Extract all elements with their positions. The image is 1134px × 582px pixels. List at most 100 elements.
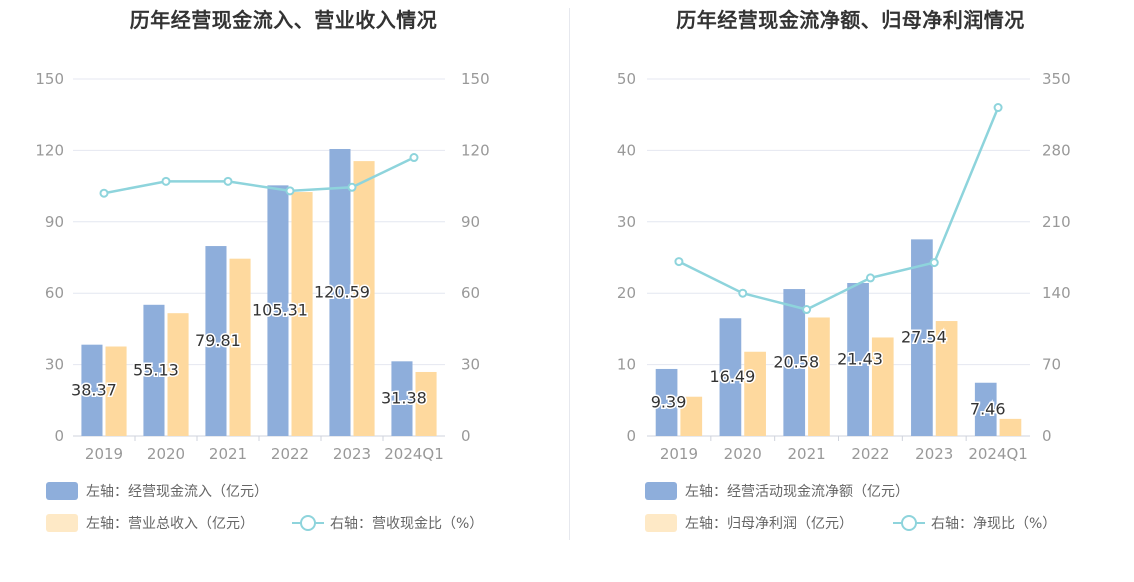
x-axis-tick-label: 2024Q1 <box>968 445 1028 463</box>
legend-label: 左轴：经营活动现金流净额（亿元） <box>685 484 909 500</box>
bar-cash-inflow <box>143 304 165 436</box>
bar-net-cashflow <box>847 282 869 436</box>
x-axis-tick-label: 2021 <box>787 445 825 463</box>
left-axis-tick-label: 90 <box>45 213 64 231</box>
right-axis-tick-label: 90 <box>461 213 480 231</box>
x-axis-tick-label: 2019 <box>660 445 698 463</box>
bar-data-label: 27.54 <box>901 328 947 347</box>
bar-data-label: 105.31 <box>252 301 308 320</box>
bar-data-label: 120.59 <box>314 282 370 301</box>
ratio-point <box>738 288 748 298</box>
right-axis-tick-label: 0 <box>461 427 471 445</box>
legend-swatch <box>645 482 677 500</box>
bar-data-label: 9.39 <box>651 392 687 411</box>
bar-data-label: 20.58 <box>773 353 819 372</box>
bar-data-label: 31.38 <box>381 389 427 408</box>
bar-net-profit <box>744 351 766 436</box>
bar-revenue <box>415 371 437 436</box>
legend-label: 左轴：归母净利润（亿元） <box>685 516 853 532</box>
bar-data-label: 16.49 <box>709 367 755 386</box>
right-axis-tick-label: 120 <box>461 141 490 159</box>
chart-title: 历年经营现金流净额、归母净利润情况 <box>676 8 1025 32</box>
ratio-point <box>223 176 233 186</box>
bar-revenue <box>291 192 313 436</box>
right-axis-tick-label: 70 <box>1042 356 1061 374</box>
right-axis-tick-label: 150 <box>461 70 490 88</box>
bar-net-profit <box>680 396 703 436</box>
chart-panel-net-cashflow-profit: 历年经营现金流净额、归母净利润情况 0 0 10 70 20 140 30 210 40 280 5… <box>567 0 1134 582</box>
legend-swatch <box>645 514 677 532</box>
legend-item-net-cash-ratio[interactable]: 右轴：净现比（%） <box>893 513 1056 533</box>
right-axis-tick-label: 210 <box>1042 213 1071 231</box>
x-axis-tick-label: 2020 <box>724 445 762 463</box>
ratio-point <box>161 176 171 186</box>
bar-net-profit <box>999 418 1022 436</box>
ratio-point <box>993 103 1003 113</box>
bar-cash-inflow <box>329 148 351 437</box>
panel-divider <box>569 8 570 540</box>
chart-plot-area: 0 0 30 30 60 60 90 90 120 120 150 150 2019 2020 2021 20… <box>35 70 490 463</box>
legend-swatch <box>46 514 78 532</box>
x-axis-tick-label: 2021 <box>209 445 247 463</box>
legend-label: 左轴：营业总收入（亿元） <box>86 516 254 532</box>
x-axis-tick-label: 2023 <box>915 445 953 463</box>
bar-data-label: 21.43 <box>837 349 883 368</box>
bar-net-profit <box>808 317 830 436</box>
ratio-point <box>929 258 939 268</box>
legend-item-revenue-cash-ratio[interactable]: 右轴：营收现金比（%） <box>292 513 483 533</box>
right-axis-tick-label: 60 <box>461 284 480 302</box>
bar-data-label: 55.13 <box>133 360 179 379</box>
left-axis-tick-label: 0 <box>54 427 64 445</box>
right-axis-tick-label: 0 <box>1042 427 1052 445</box>
ratio-point <box>285 186 295 196</box>
legend-label: 左轴：经营现金流入（亿元） <box>86 484 268 500</box>
left-axis-tick-label: 40 <box>617 141 636 159</box>
x-axis-tick-label: 2019 <box>85 445 123 463</box>
legend-item-net-cashflow[interactable]: 左轴：经营活动现金流净额（亿元） <box>645 481 909 501</box>
ratio-point <box>865 273 875 283</box>
bar-revenue <box>105 346 127 436</box>
right-axis-tick-label: 280 <box>1042 141 1071 159</box>
bar-revenue <box>229 258 251 436</box>
right-axis-tick-label: 30 <box>461 356 480 374</box>
bar-cash-inflow <box>81 344 103 436</box>
bar-net-cashflow <box>911 239 933 436</box>
legend-label: 右轴：营收现金比（%） <box>330 516 484 532</box>
legend-swatch <box>46 482 78 500</box>
left-axis-tick-label: 30 <box>617 213 636 231</box>
bar-net-cashflow <box>783 289 806 436</box>
ratio-line <box>678 107 1000 311</box>
x-axis-tick-label: 2023 <box>333 445 371 463</box>
x-axis-tick-label: 2022 <box>851 445 889 463</box>
left-axis-tick-label: 20 <box>617 284 636 302</box>
bar-cash-inflow <box>391 361 413 436</box>
right-axis-tick-label: 350 <box>1042 70 1071 88</box>
left-axis-tick-label: 10 <box>617 356 636 374</box>
left-axis-tick-label: 120 <box>35 141 64 159</box>
bar-net-profit <box>935 321 958 436</box>
bar-revenue <box>167 313 189 436</box>
left-axis-tick-label: 60 <box>45 284 64 302</box>
ratio-point <box>347 182 357 192</box>
bar-net-cashflow <box>655 368 678 436</box>
bar-data-label: 38.37 <box>71 380 117 399</box>
legend-item-revenue[interactable]: 左轴：营业总收入（亿元） <box>46 513 254 533</box>
legend-item-net-profit[interactable]: 左轴：归母净利润（亿元） <box>645 513 853 533</box>
right-axis-tick-label: 140 <box>1042 284 1071 302</box>
ratio-point <box>409 153 419 163</box>
bar-cash-inflow <box>205 246 227 436</box>
legend-line-icon <box>292 514 324 532</box>
legend-item-cash-inflow[interactable]: 左轴：经营现金流入（亿元） <box>46 481 268 501</box>
ratio-point <box>674 257 684 267</box>
chart-panel-cash-inflow-revenue: 历年经营现金流入、营业收入情况 0 0 30 30 60 60 90 90 120 120 150 1… <box>35 8 490 533</box>
left-axis-tick-label: 30 <box>45 356 64 374</box>
x-axis-tick-label: 2022 <box>271 445 309 463</box>
bar-net-cashflow <box>719 318 742 436</box>
legend-label: 右轴：净现比（%） <box>931 516 1057 532</box>
ratio-point <box>802 305 812 315</box>
bar-net-cashflow <box>974 382 997 436</box>
ratio-point <box>99 188 109 198</box>
legend-line-icon <box>893 514 925 532</box>
bar-data-label: 79.81 <box>195 331 241 350</box>
x-axis-tick-label: 2020 <box>147 445 185 463</box>
